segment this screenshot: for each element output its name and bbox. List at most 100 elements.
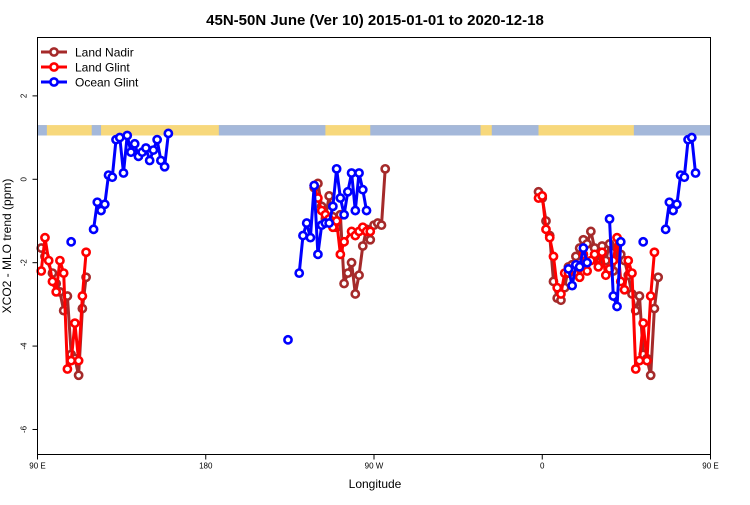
data-point-land-nadir bbox=[357, 241, 368, 251]
data-point-land-glint bbox=[642, 355, 652, 366]
data-point-land-glint bbox=[47, 276, 58, 287]
legend-item-land-glint: Land Glint bbox=[41, 61, 130, 75]
data-point-land-glint bbox=[55, 255, 65, 266]
data-point-ocean-glint bbox=[679, 172, 690, 183]
data-point-land-glint bbox=[619, 284, 630, 295]
data-point-land-nadir bbox=[376, 220, 387, 231]
data-point-land-glint bbox=[597, 247, 607, 258]
legend-label: Land Glint bbox=[75, 61, 130, 75]
data-point-ocean-glint bbox=[574, 261, 585, 272]
y-axis: 2 0 -2 -4 -6 bbox=[20, 93, 38, 433]
legend-swatch-marker bbox=[49, 62, 59, 72]
data-point-ocean-glint bbox=[141, 143, 151, 153]
data-point-ocean-glint bbox=[342, 186, 353, 197]
x-tick-label: 90 E bbox=[29, 462, 45, 471]
y-tick-label: -4 bbox=[20, 342, 29, 350]
data-point-ocean-glint bbox=[152, 134, 163, 145]
data-point-land-glint bbox=[331, 216, 342, 226]
data-point-ocean-glint bbox=[638, 236, 649, 247]
data-point-ocean-glint bbox=[346, 168, 357, 178]
y-tick-label: 2 bbox=[20, 93, 29, 98]
data-point-ocean-glint bbox=[301, 218, 312, 228]
series-ocean-glint bbox=[66, 128, 701, 345]
data-point-ocean-glint bbox=[163, 128, 174, 139]
data-point-land-glint bbox=[638, 318, 649, 329]
data-point-ocean-glint bbox=[361, 205, 372, 216]
data-point-ocean-glint bbox=[578, 243, 589, 253]
data-point-land-nadir bbox=[649, 303, 660, 314]
data-point-ocean-glint bbox=[129, 138, 140, 149]
data-point-land-glint bbox=[548, 251, 559, 262]
data-point-land-glint bbox=[556, 289, 566, 299]
data-point-land-glint bbox=[58, 268, 69, 279]
data-point-land-glint bbox=[339, 236, 349, 247]
data-point-land-glint bbox=[81, 247, 92, 258]
legend-item-ocean-glint: Ocean Glint bbox=[41, 76, 139, 90]
data-point-land-glint bbox=[627, 268, 637, 279]
data-point-land-nadir bbox=[380, 163, 391, 174]
data-point-land-nadir bbox=[354, 270, 364, 281]
y-tick-label: 0 bbox=[20, 177, 29, 182]
x-tick-label: 180 bbox=[199, 462, 213, 471]
ocean-strip-segment bbox=[218, 125, 326, 136]
data-point-ocean-glint bbox=[567, 280, 578, 291]
data-point-land-glint bbox=[593, 261, 604, 272]
data-point-land-glint bbox=[544, 232, 555, 243]
data-point-ocean-glint bbox=[357, 184, 368, 195]
x-tick-label: 90 W bbox=[365, 462, 384, 471]
data-point-land-glint bbox=[541, 224, 551, 235]
ocean-strip-segment bbox=[91, 125, 102, 136]
data-point-ocean-glint bbox=[671, 199, 682, 210]
data-point-ocean-glint bbox=[335, 193, 346, 203]
x-tick-label: 0 bbox=[540, 462, 545, 471]
data-point-land-glint bbox=[623, 255, 634, 266]
data-point-land-nadir bbox=[365, 234, 376, 245]
data-point-land-nadir bbox=[634, 291, 645, 301]
legend-swatch-marker bbox=[49, 77, 59, 87]
data-point-ocean-glint bbox=[283, 334, 293, 345]
data-point-ocean-glint bbox=[664, 197, 675, 208]
data-point-land-glint bbox=[645, 291, 656, 301]
data-point-land-glint bbox=[43, 255, 54, 266]
ocean-strip-segment bbox=[633, 125, 711, 136]
x-axis: 90 E 180 90 W 0 90 E bbox=[29, 454, 719, 471]
data-point-ocean-glint bbox=[324, 218, 335, 228]
plot-area bbox=[36, 125, 711, 381]
data-point-ocean-glint bbox=[66, 236, 77, 247]
data-point-ocean-glint bbox=[114, 132, 125, 143]
data-point-ocean-glint bbox=[339, 209, 349, 220]
data-point-ocean-glint bbox=[294, 268, 305, 279]
legend-item-land-nadir: Land Nadir bbox=[41, 46, 134, 60]
y-tick-label: -2 bbox=[20, 259, 29, 267]
data-point-ocean-glint bbox=[298, 230, 308, 241]
data-point-ocean-glint bbox=[604, 213, 615, 224]
data-point-ocean-glint bbox=[88, 224, 99, 235]
ocean-strip-segment bbox=[491, 125, 539, 136]
data-point-land-glint bbox=[51, 286, 62, 297]
data-point-ocean-glint bbox=[582, 257, 593, 268]
data-point-ocean-glint bbox=[159, 161, 170, 172]
data-point-ocean-glint bbox=[615, 236, 626, 247]
series-line-ocean-glint bbox=[608, 218, 623, 308]
data-point-land-glint bbox=[62, 364, 73, 374]
data-point-land-nadir bbox=[571, 251, 581, 262]
data-point-ocean-glint bbox=[686, 132, 697, 143]
data-point-ocean-glint bbox=[608, 291, 619, 301]
data-point-land-nadir bbox=[645, 370, 656, 381]
data-point-land-nadir bbox=[653, 272, 664, 283]
data-point-ocean-glint bbox=[350, 205, 361, 216]
data-point-land-glint bbox=[69, 318, 80, 329]
data-point-land-nadir bbox=[339, 278, 349, 289]
y-axis-label: XCO2 - MLO trend (ppm) bbox=[0, 179, 14, 314]
data-point-ocean-glint bbox=[99, 199, 110, 210]
data-point-land-glint bbox=[66, 355, 77, 366]
x-axis-label: Longitude bbox=[349, 477, 402, 491]
data-point-ocean-glint bbox=[309, 180, 320, 191]
data-point-land-glint bbox=[335, 249, 346, 260]
ocean-strip-segment bbox=[37, 125, 47, 136]
data-point-land-glint bbox=[73, 355, 84, 366]
chart-title: 45N-50N June (Ver 10) 2015-01-01 to 2020… bbox=[206, 12, 544, 29]
